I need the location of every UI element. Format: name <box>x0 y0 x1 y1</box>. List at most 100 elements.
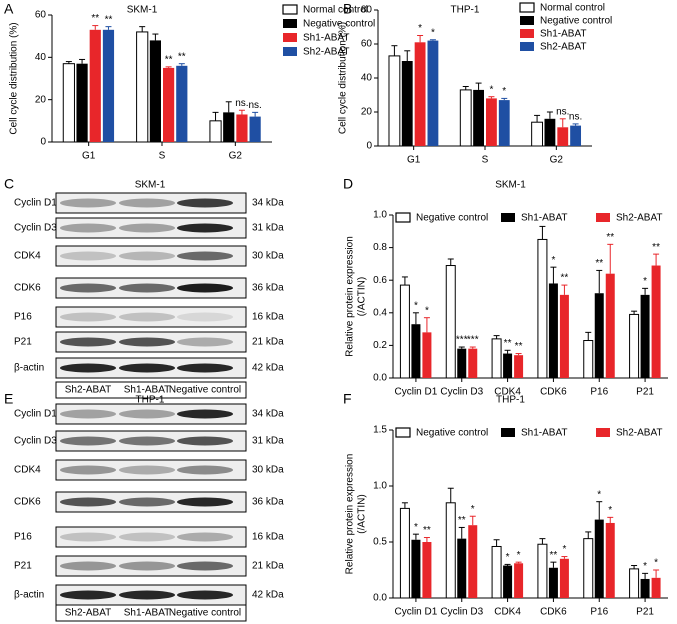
bar <box>640 578 650 598</box>
bar <box>514 563 524 598</box>
bar <box>503 565 513 598</box>
blot-title: SKM-1 <box>135 180 166 191</box>
annotation: * <box>418 23 422 34</box>
blot-strip <box>55 526 247 548</box>
x-tick-label: P16 <box>590 607 608 618</box>
annotation: * <box>502 86 506 97</box>
bar <box>209 120 222 143</box>
blot-band <box>119 590 175 600</box>
legend-swatch <box>520 16 534 25</box>
row-size: 34 kDa <box>252 409 284 420</box>
panel-letter: D <box>343 176 353 192</box>
row-label: P16 <box>14 532 32 543</box>
blot-title: THP-1 <box>136 395 165 406</box>
blot-band <box>60 561 116 571</box>
row-size: 16 kDa <box>252 312 284 323</box>
annotation: ns. <box>556 106 569 117</box>
annotation: * <box>608 505 612 516</box>
annotation: ns. <box>235 98 248 109</box>
chart-title: THP-1 <box>496 395 525 406</box>
x-tick-label: S <box>159 151 166 162</box>
bar <box>136 31 149 143</box>
bar <box>457 538 467 598</box>
bar <box>548 567 558 598</box>
legend-label: Sh2-ABAT <box>303 47 350 58</box>
legend-label: Sh2-ABAT <box>540 42 587 53</box>
bar <box>570 125 582 146</box>
lane-strip <box>55 381 247 399</box>
blot-band <box>177 312 233 322</box>
annotation: ** <box>458 515 466 526</box>
annotation: * <box>551 255 555 266</box>
y-tick-label: 80 <box>361 5 373 16</box>
row-size: 31 kDa <box>252 436 284 447</box>
row-label: CDK4 <box>14 251 41 262</box>
annotation: * <box>506 552 510 563</box>
panel-letter: B <box>343 1 352 17</box>
bar <box>76 63 88 142</box>
x-tick-label: P16 <box>590 387 608 398</box>
legend-swatch <box>283 19 297 28</box>
row-size: 42 kDa <box>252 590 284 601</box>
blot-band <box>177 283 233 293</box>
bar <box>491 545 502 599</box>
blot-band <box>60 312 116 322</box>
legend-swatch <box>283 47 297 56</box>
blot-band <box>60 465 116 475</box>
bar <box>422 332 432 378</box>
row-label: CDK4 <box>14 465 41 476</box>
blot-band <box>119 561 175 571</box>
x-tick-label: Cyclin D1 <box>395 607 438 618</box>
y-tick-label: 0.2 <box>373 340 387 351</box>
blot-band <box>60 223 116 233</box>
bar <box>445 265 456 379</box>
row-label: P16 <box>14 312 32 323</box>
x-tick-label: CDK6 <box>540 387 567 398</box>
bar <box>594 519 604 598</box>
legend-swatch <box>501 213 515 222</box>
legend-label: Normal control <box>540 3 605 14</box>
x-tick-label: G2 <box>229 151 243 162</box>
bar <box>422 542 432 598</box>
bar <box>537 238 548 379</box>
y-tick-label: 0.0 <box>373 593 387 604</box>
bar <box>411 539 421 598</box>
bar <box>149 40 161 142</box>
bar <box>514 355 524 378</box>
annotation: ** <box>105 14 113 25</box>
bar <box>62 63 75 143</box>
row-label: CDK6 <box>14 283 41 294</box>
y-tick-label: 0.6 <box>373 275 387 286</box>
bar <box>531 121 543 147</box>
bar <box>457 348 467 378</box>
bar <box>503 353 513 378</box>
lane-label: Sh1-ABAT <box>124 608 171 619</box>
bar <box>388 55 401 147</box>
blot-strip <box>55 403 247 425</box>
panel-letter: F <box>343 391 352 407</box>
legend-label: Negative control <box>416 428 488 439</box>
blot-band <box>177 251 233 261</box>
lane-label: Negative control <box>169 385 241 396</box>
lane-label: Sh2-ABAT <box>65 608 112 619</box>
annotation: ** <box>91 13 99 24</box>
bar <box>605 273 615 378</box>
bar <box>89 29 101 142</box>
legend-label: Sh1-ABAT <box>521 213 568 224</box>
annotation: * <box>431 27 435 38</box>
row-label: CDK6 <box>14 497 41 508</box>
annotation: ** <box>423 525 431 536</box>
annotation: ** <box>515 341 523 352</box>
blot-band <box>119 497 175 507</box>
legend-swatch <box>596 213 610 222</box>
row-label: P21 <box>14 337 32 348</box>
blot-band <box>60 590 116 600</box>
row-label: Cyclin D1 <box>14 198 57 209</box>
blot-strip <box>55 192 247 214</box>
annotation: * <box>643 561 647 572</box>
x-tick-label: S <box>482 155 489 166</box>
annotation: ** <box>504 338 512 349</box>
lane-label: Sh1-ABAT <box>124 385 171 396</box>
blot-band <box>60 251 116 261</box>
